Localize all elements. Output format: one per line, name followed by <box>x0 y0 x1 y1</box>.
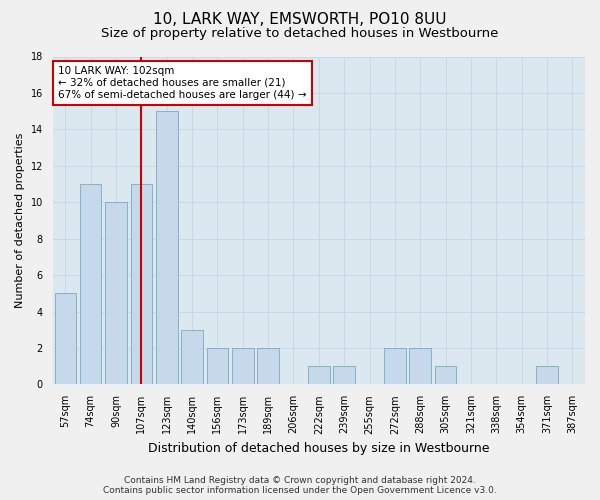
Bar <box>55 294 76 384</box>
Bar <box>80 184 101 384</box>
Bar <box>435 366 457 384</box>
Bar <box>536 366 558 384</box>
Bar <box>105 202 127 384</box>
Text: 10 LARK WAY: 102sqm
← 32% of detached houses are smaller (21)
67% of semi-detach: 10 LARK WAY: 102sqm ← 32% of detached ho… <box>58 66 307 100</box>
Bar <box>257 348 279 385</box>
X-axis label: Distribution of detached houses by size in Westbourne: Distribution of detached houses by size … <box>148 442 490 455</box>
Bar <box>156 111 178 384</box>
Text: Contains HM Land Registry data © Crown copyright and database right 2024.
Contai: Contains HM Land Registry data © Crown c… <box>103 476 497 495</box>
Bar <box>308 366 329 384</box>
Bar <box>409 348 431 385</box>
Text: Size of property relative to detached houses in Westbourne: Size of property relative to detached ho… <box>101 28 499 40</box>
Bar <box>334 366 355 384</box>
Bar <box>384 348 406 385</box>
Bar <box>181 330 203 384</box>
Bar <box>232 348 254 385</box>
Text: 10, LARK WAY, EMSWORTH, PO10 8UU: 10, LARK WAY, EMSWORTH, PO10 8UU <box>153 12 447 28</box>
Bar <box>206 348 228 385</box>
Y-axis label: Number of detached properties: Number of detached properties <box>15 133 25 308</box>
Bar <box>131 184 152 384</box>
